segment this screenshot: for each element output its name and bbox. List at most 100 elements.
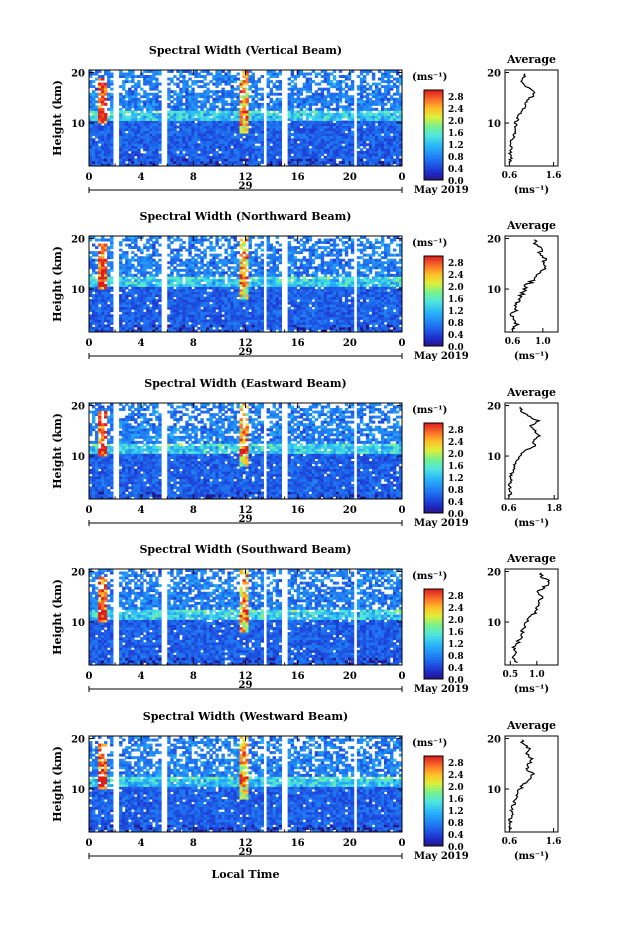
heatmap-cell <box>137 123 141 126</box>
heatmap-cell <box>305 160 310 164</box>
heatmap-cell <box>365 70 370 73</box>
colorbar-tick-label: 0.0 <box>448 177 464 187</box>
heatmap-cell <box>200 304 204 308</box>
heatmap-cell <box>104 87 108 91</box>
heatmap-cell <box>239 140 243 144</box>
heatmap-cell <box>125 138 129 142</box>
heatmap-cell <box>155 135 159 139</box>
heatmap-cell <box>89 123 93 126</box>
heatmap-cell <box>236 314 240 318</box>
heatmap-cell <box>155 95 159 99</box>
heatmap-cell <box>152 311 156 315</box>
heatmap-cell <box>182 316 186 320</box>
heatmap-cell <box>107 281 111 285</box>
heatmap-cell <box>317 100 322 104</box>
heatmap-cell <box>332 294 337 298</box>
heatmap-cell <box>365 314 370 318</box>
heatmap-cell <box>143 130 147 134</box>
heatmap-cell <box>227 128 231 132</box>
heatmap-cell <box>392 316 397 320</box>
heatmap-cell <box>299 160 304 164</box>
heatmap-cell <box>314 326 319 330</box>
heatmap-cell <box>200 128 204 132</box>
heatmap-cell <box>377 309 382 313</box>
heatmap-cell <box>158 311 162 315</box>
heatmap-cell <box>149 319 153 323</box>
heatmap-cell <box>293 145 298 149</box>
heatmap-cell <box>107 296 111 300</box>
heatmap-cell <box>248 115 252 119</box>
heatmap-cell <box>293 319 298 323</box>
heatmap-cell <box>95 281 99 285</box>
heatmap-cell <box>209 306 213 310</box>
heatmap-cell <box>233 118 237 121</box>
heatmap-cell <box>305 123 310 126</box>
heatmap-cell <box>188 123 192 126</box>
heatmap-cell <box>194 150 198 154</box>
heatmap-cell <box>305 95 310 99</box>
heatmap-cell <box>152 304 156 308</box>
heatmap-cell <box>110 145 114 149</box>
heatmap-cell <box>200 289 204 292</box>
heatmap-cell <box>332 128 337 132</box>
heatmap-cell <box>89 80 93 84</box>
heatmap-cell <box>221 128 225 132</box>
heatmap-cell <box>194 105 198 109</box>
heatmap-cell <box>290 301 295 305</box>
heatmap-cell <box>167 112 171 116</box>
heatmap-cell <box>254 299 258 303</box>
colorbar-segment <box>424 145 443 148</box>
heatmap-cell <box>329 118 334 121</box>
heatmap-cell <box>272 105 276 109</box>
heatmap-cell <box>149 120 153 124</box>
heatmap-cell <box>230 311 234 315</box>
heatmap-cell <box>140 140 144 144</box>
heatmap-cell <box>179 158 183 162</box>
heatmap-cell <box>299 284 304 287</box>
heatmap-cell <box>194 130 198 134</box>
heatmap-cell <box>335 284 340 287</box>
heatmap-cell <box>188 301 192 305</box>
heatmap-cell <box>368 150 373 154</box>
heatmap-cell <box>110 299 114 303</box>
heatmap-cell <box>95 329 99 333</box>
heatmap-cell <box>128 143 132 147</box>
heatmap-cell <box>275 125 280 129</box>
heatmap-cell <box>158 138 162 142</box>
heatmap-cell <box>98 123 102 126</box>
heatmap-cell <box>197 153 201 157</box>
heatmap-cell <box>149 289 153 292</box>
heatmap-cell <box>389 130 394 134</box>
heatmap-cell <box>368 118 373 121</box>
heatmap-cell <box>89 326 93 330</box>
heatmap-cell <box>260 306 264 310</box>
heatmap-cell <box>167 306 171 310</box>
heatmap-cell <box>308 160 313 164</box>
heatmap-cell <box>176 70 180 73</box>
heatmap-cell <box>272 304 276 308</box>
heatmap-cell <box>89 148 93 152</box>
heatmap-cell <box>95 70 99 73</box>
heatmap-cell <box>293 309 298 313</box>
heatmap-cell <box>383 163 388 167</box>
heatmap-cell <box>197 158 201 162</box>
heatmap-cell <box>158 72 162 76</box>
heatmap-cell <box>380 316 385 320</box>
heatmap-cell <box>248 153 252 157</box>
heatmap-cell <box>248 87 252 91</box>
heatmap-cell <box>254 306 258 310</box>
heatmap-cell <box>377 148 382 152</box>
heatmap-cell <box>92 118 96 121</box>
heatmap-cell <box>290 120 295 124</box>
heatmap-cell <box>227 72 231 76</box>
heatmap-cell <box>245 311 249 315</box>
heatmap-cell <box>377 296 382 300</box>
heatmap-cell <box>236 153 240 157</box>
heatmap-cell <box>203 160 207 164</box>
heatmap-cell <box>248 314 252 318</box>
heatmap-cell <box>185 133 189 137</box>
heatmap-cell <box>371 95 376 99</box>
heatmap-cell <box>341 110 346 114</box>
heatmap-cell <box>275 140 280 144</box>
heatmap-cell <box>299 140 304 144</box>
